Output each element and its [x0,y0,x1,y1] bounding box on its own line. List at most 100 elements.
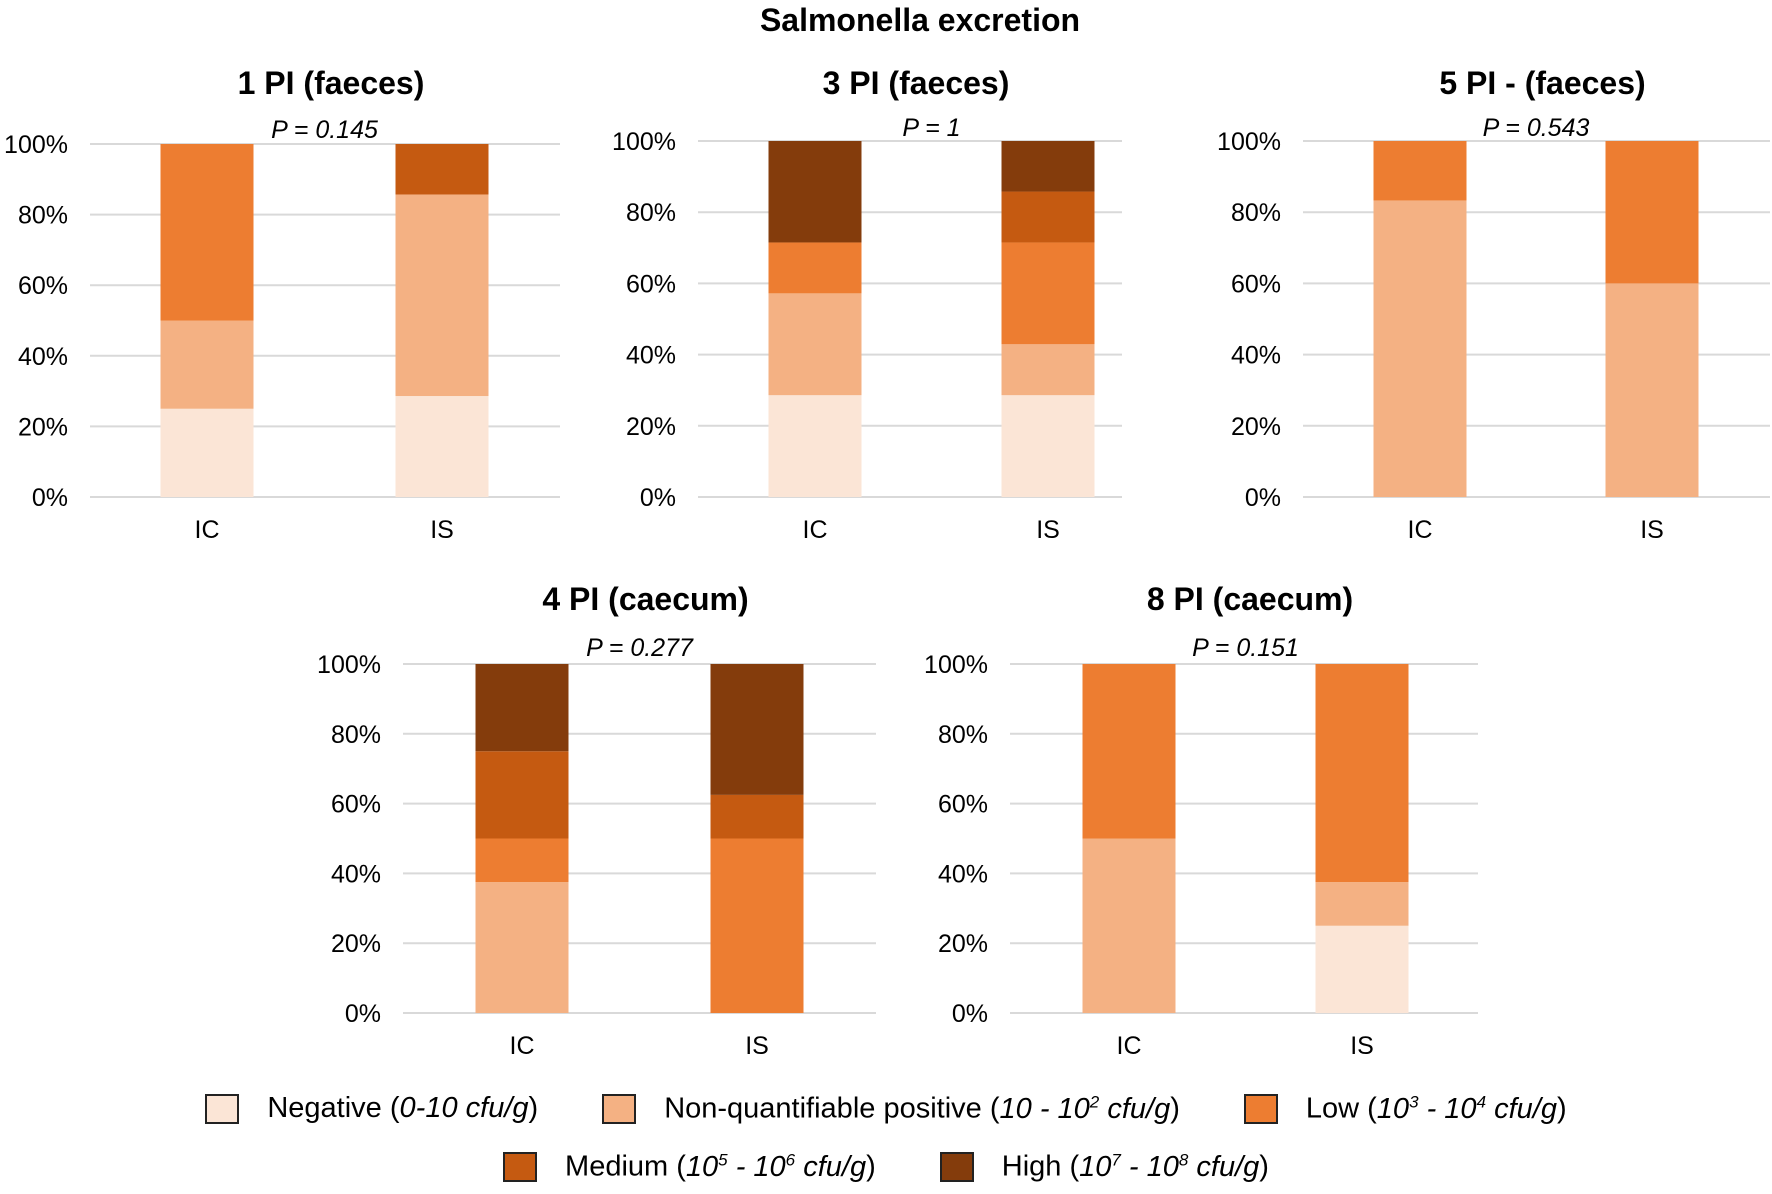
legend-range-negative: 0-10 cfu/g [399,1092,529,1125]
x-tick-label: IS [1640,516,1664,544]
bar-segment-medium [1001,191,1095,243]
y-tick-label: 20% [626,413,676,441]
legend-label-high: High [1001,1150,1062,1183]
bar-segment-medium [710,794,804,839]
chart-panel-5: 0% 20% 40% 60% 80% 100% IC IS 8 PI (caecum) P = 0… [924,581,1478,1060]
legend-item-medium: Medium (105 - 106 cfu/g) [503,1150,876,1184]
bar-segment-non-quantifiable [475,882,569,1013]
x-tick-label: IS [1036,516,1060,544]
bar-segment-low [768,242,862,294]
bar-segment-negative [768,395,862,497]
y-tick-label: 100% [924,651,988,679]
legend-label-negative: Negative [267,1092,382,1125]
y-tick-label: 60% [1231,270,1281,298]
y-tick-label: 40% [1231,342,1281,370]
p-value-annotation: P = 0.145 [271,116,378,144]
y-tick-label: 0% [640,484,676,512]
bar-segment-non-quantifiable [1605,283,1699,497]
chart-panel-1: 0% 20% 40% 60% 80% 100% IC IS 1 PI (faeces) P = 0… [4,65,560,544]
y-tick-label: 60% [18,272,68,300]
bar-segment-non-quantifiable [395,194,489,397]
y-tick-label: 40% [938,860,988,888]
bar-segment-high [475,664,569,752]
y-tick-label: 80% [331,721,381,749]
bar-segment-non-quantifiable [1315,882,1409,926]
y-tick-label: 80% [938,721,988,749]
y-tick-label: 60% [626,270,676,298]
bar-segment-non-quantifiable [768,293,862,396]
legend-range-medium: 105 - 106 cfu/g [685,1150,867,1183]
x-tick-label: IS [745,1032,769,1060]
y-tick-label: 80% [1231,199,1281,227]
bar-segment-medium [395,144,489,195]
legend-range-low: 103 - 104 cfu/g [1376,1092,1557,1125]
x-tick-label: IC [803,516,828,544]
y-tick-label: 60% [331,791,381,819]
p-value-annotation: P = 0.151 [1192,634,1299,662]
bar-segment-high [710,664,804,795]
legend-item-high: High (107 - 108 cfu/g) [939,1150,1269,1184]
y-tick-label: 40% [18,343,68,371]
chart-panel-2: 0% 20% 40% 60% 80% 100% IC IS 3 PI (faeces) P = 1 [612,65,1122,544]
y-tick-label: 20% [1231,413,1281,441]
y-tick-label: 0% [1245,484,1281,512]
x-tick-label: IC [195,516,220,544]
y-tick-label: 0% [952,1000,988,1028]
bar-segment-negative [1001,395,1095,497]
bar-segment-low [1001,242,1095,345]
y-tick-label: 100% [612,128,676,156]
y-tick-label: 100% [4,131,68,159]
chart-panel-3: 0% 20% 40% 60% 80% 100% IC IS 5 PI - (faeces) P =… [1217,65,1770,544]
chart-title: 1 PI (faeces) [238,65,425,101]
legend-label-non-quantifiable: Non-quantifiable positive [664,1092,982,1125]
legend-item-negative: Negative (0-10 cfu/g) [205,1092,538,1125]
y-tick-label: 0% [32,484,68,512]
x-tick-label: IS [430,516,454,544]
bar-segment-low [1605,141,1699,284]
p-value-annotation: P = 0.543 [1483,114,1590,142]
legend-range-non-quantifiable: 10 - 102 cfu/g [999,1092,1171,1125]
bar-segment-negative [1315,925,1409,1013]
bar-segment-low [475,838,569,883]
y-tick-label: 20% [938,930,988,958]
legend-row-2: Medium (105 - 106 cfu/g) High (107 - 108… [0,1150,1772,1184]
y-tick-label: 0% [345,1000,381,1028]
y-tick-label: 20% [331,930,381,958]
y-tick-label: 40% [331,860,381,888]
legend-label-medium: Medium [565,1150,669,1183]
p-value-annotation: P = 1 [902,114,960,142]
bar-segment-low [1082,664,1176,839]
bar-segment-medium [475,751,569,839]
legend-label-low: Low [1305,1092,1360,1125]
chart-title: 5 PI - (faeces) [1439,65,1645,101]
y-tick-label: 40% [626,342,676,370]
legend-swatch-high [939,1151,974,1182]
bar-segment-high [768,141,862,243]
figure-title: Salmonella excretion [759,2,1081,38]
legend-swatch-low [1243,1093,1278,1124]
p-value-annotation: P = 0.277 [586,634,694,662]
legend-range-high: 107 - 108 cfu/g [1079,1150,1260,1183]
bar-segment-non-quantifiable [1001,344,1095,396]
bar-segment-negative [160,408,254,497]
chart-title: 4 PI (caecum) [542,581,748,617]
y-tick-label: 100% [1217,128,1281,156]
chart-title: 3 PI (faeces) [823,65,1010,101]
chart-panel-4: 0% 20% 40% 60% 80% 100% IC IS 4 PI (caecum) P = 0… [317,581,876,1060]
chart-title: 8 PI (caecum) [1147,581,1353,617]
bar-segment-non-quantifiable [160,320,254,409]
x-tick-label: IC [1408,516,1433,544]
legend-swatch-medium [503,1151,538,1182]
bar-segment-negative [395,396,489,497]
y-tick-label: 80% [626,199,676,227]
legend-swatch-non-quantifiable [602,1093,637,1124]
bar-segment-low [710,838,804,1013]
legend-item-non-quantifiable: Non-quantifiable positive (10 - 102 cfu/… [602,1092,1180,1126]
bar-segment-high [1001,141,1095,192]
y-tick-label: 100% [317,651,381,679]
legend-swatch-negative [205,1093,240,1124]
legend-item-low: Low (103 - 104 cfu/g) [1243,1092,1567,1126]
y-tick-label: 60% [938,791,988,819]
x-tick-label: IS [1350,1032,1374,1060]
